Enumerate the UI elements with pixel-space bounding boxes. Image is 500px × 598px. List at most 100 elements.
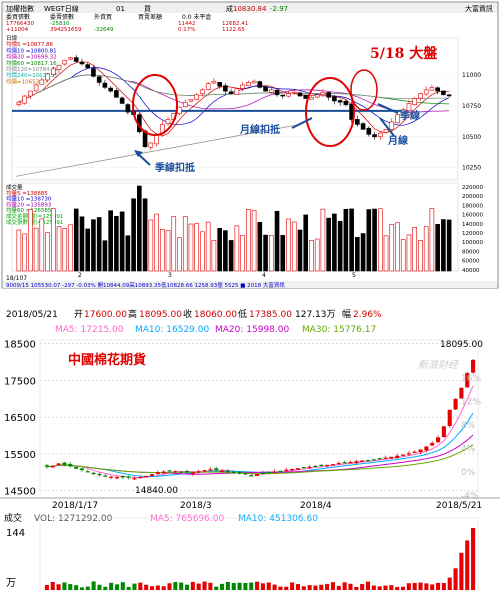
volume-bar [424,583,429,590]
candle [228,91,234,94]
candle [260,472,265,474]
volume-bar [307,585,312,590]
field-1: 01 [116,5,125,13]
volume-bar [194,223,200,272]
header-field: 127.13万 [295,310,336,320]
info-value: 1122.65 [222,27,245,33]
candle [39,79,45,85]
candle [109,476,114,478]
candle [214,468,219,471]
candle [148,142,154,148]
info-value: -32649 [94,27,114,33]
volume-bar [202,581,207,590]
candle [251,80,257,84]
volume-bar [377,208,383,272]
volume-bar [246,209,251,272]
volume-bar [225,581,230,590]
candle [343,100,349,105]
candle [453,398,458,410]
cotton-volume-bars [44,528,476,590]
candle [412,98,418,105]
candle [190,472,195,474]
volume-bar [120,582,125,590]
volume-bar [114,584,120,590]
ma-legend-entry: MA20: 15998.00 [215,325,289,335]
volume-tick: 160000 [462,213,483,219]
candle [68,463,73,467]
y-tick-label: 14500 [4,487,36,498]
volume-tick: 60000 [462,259,480,265]
candle [97,473,102,476]
header-field: 高 [128,308,137,320]
volume-bar [453,568,458,590]
panel-title: 5/18 大盤 [370,45,438,62]
volume-bar [171,216,177,272]
volume-bar [223,230,228,272]
candle [423,89,429,95]
volume-bar [314,238,320,272]
candle [383,129,389,133]
circle-season [132,74,178,136]
volume-bar [91,581,96,590]
candle [144,475,149,478]
volume-header: 成交 VOL: 1271292.00 MA5: 765696.00 MA10: 451… [4,512,318,524]
volume-bar [255,581,260,590]
candle [326,92,331,98]
volume-bar [266,582,271,590]
candle [114,477,120,479]
volume-bar [217,228,222,272]
arrow-season-line [377,103,399,114]
candle [56,64,62,70]
candle [348,461,353,464]
volume-bar [159,229,165,272]
candle [272,471,277,473]
volume-bar [435,224,440,272]
volume-tick: 200000 [462,194,483,200]
candle [149,474,155,476]
volume-header-field: MA5: 765696.00 [150,514,224,524]
volume-bar [148,219,154,272]
ann-month-deduct: 月線扣抵 [239,123,280,136]
candle [132,478,137,480]
candle [91,68,96,77]
legend-entry: 均價5 =10877.86 [6,40,54,48]
price-area [11,37,459,181]
candle [309,96,314,100]
price-header: 2018/05/21 开 17600.00 高 18095.00 收 18060.00 低 17… [6,308,382,320]
candle [182,101,188,107]
candle [205,83,211,90]
candle [102,82,108,88]
candle [297,92,303,97]
ann-month-line: 月線 [387,134,408,147]
volume-bar [177,237,182,272]
candle [85,471,90,473]
candle [263,86,268,92]
volume-bar [355,237,360,272]
ma-legend-entry: MA10: 16529.00 [135,325,209,335]
candle [22,95,27,104]
candle [330,464,336,466]
volume-bar [332,213,337,272]
volume-bar [291,221,297,272]
candle [225,470,230,473]
candle [435,87,440,92]
volume-bar [412,583,417,590]
volume-bar [50,208,56,272]
volume-tick: 100000 [462,240,483,246]
volume-header-field: 成交 [4,512,22,524]
candle [155,472,160,475]
volume-bar [85,586,90,590]
candle [377,458,382,460]
volume-legend-entry: 成交量 [6,183,23,191]
volume-tick: 万 [6,578,16,589]
volume-bar [33,227,39,272]
volume-bar [257,222,263,272]
index-name: 加權指數 [6,4,34,13]
taiex-panel: 加權指數 WEGT日線 01 買 成 10830.84 -2.97 大富資訊 委… [1,1,499,289]
candle [234,88,240,96]
candle [138,477,143,479]
candle [372,134,377,138]
volume-bar [220,583,225,590]
candle [246,82,251,87]
volume-tick: 180000 [462,203,483,209]
